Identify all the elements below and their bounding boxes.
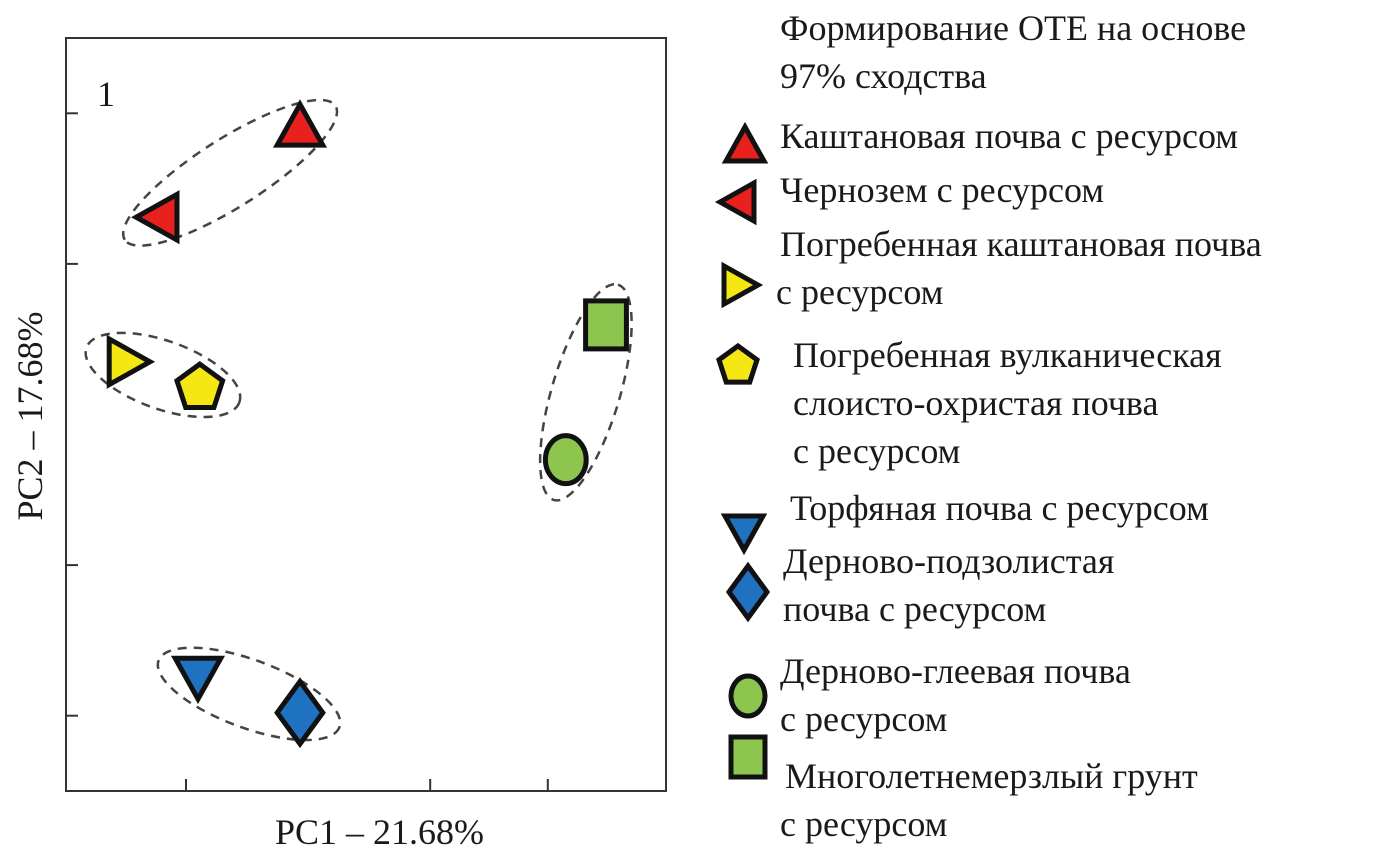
x-axis-label: PC1 – 21.68% xyxy=(275,812,485,852)
data-point-pentagon xyxy=(174,361,226,411)
legend-entry-label: с ресурсом xyxy=(780,804,948,844)
data-point-diamond xyxy=(274,677,326,749)
legend-triangle-down-icon xyxy=(720,513,768,556)
legend-entry-label: Многолетнемерзлый грунт xyxy=(785,756,1198,796)
legend-entry-label: Дерново-глеевая почва xyxy=(780,651,1131,691)
legend-entry-label: с ресурсом xyxy=(780,699,948,739)
panel-label: 1 xyxy=(97,74,115,114)
data-point-triangle-left xyxy=(131,190,180,245)
legend-entry-label: Погребенная вулканическая xyxy=(793,335,1222,375)
legend-title-line-1: Формирование ОТЕ на основе xyxy=(780,8,1247,48)
cluster-ellipse xyxy=(156,646,342,742)
cluster-ellipse xyxy=(84,331,242,419)
legend-entry-label: Погребенная каштановая почва xyxy=(780,224,1262,264)
data-point-triangle-down xyxy=(170,655,226,705)
data-point-triangle-up xyxy=(272,99,328,148)
plot-frame xyxy=(65,37,667,792)
legend-triangle-right-icon xyxy=(721,261,764,309)
legend-entry-label: слоисто-охристая почва xyxy=(793,383,1159,423)
cluster-ellipse xyxy=(121,98,339,247)
cluster-ellipse xyxy=(538,282,633,502)
legend-pentagon-icon xyxy=(716,342,760,385)
data-point-triangle-right xyxy=(106,334,156,389)
legend-entry-label: с ресурсом xyxy=(776,272,944,312)
data-point-square xyxy=(583,298,629,352)
data-point-circle xyxy=(542,433,589,487)
legend-circle-icon xyxy=(728,673,768,719)
y-axis-label: PC2 – 17.68% xyxy=(10,311,50,521)
legend-entry-label: Каштановая почва с ресурсом xyxy=(780,116,1239,156)
legend-entry-label: Чернозем с ресурсом xyxy=(780,170,1105,210)
legend-triangle-left-icon xyxy=(714,178,757,226)
legend-diamond-icon xyxy=(725,561,771,623)
legend-entry-label: почва с ресурсом xyxy=(783,589,1047,629)
legend-triangle-up-icon xyxy=(721,121,769,164)
legend-entry-label: с ресурсом xyxy=(793,431,961,471)
legend-title-line-2: 97% сходства xyxy=(780,56,987,96)
legend-entry-label: Торфяная почва с ресурсом xyxy=(790,488,1209,528)
legend-square-icon xyxy=(728,734,768,780)
legend-entry-label: Дерново-подзолистая xyxy=(783,541,1115,581)
